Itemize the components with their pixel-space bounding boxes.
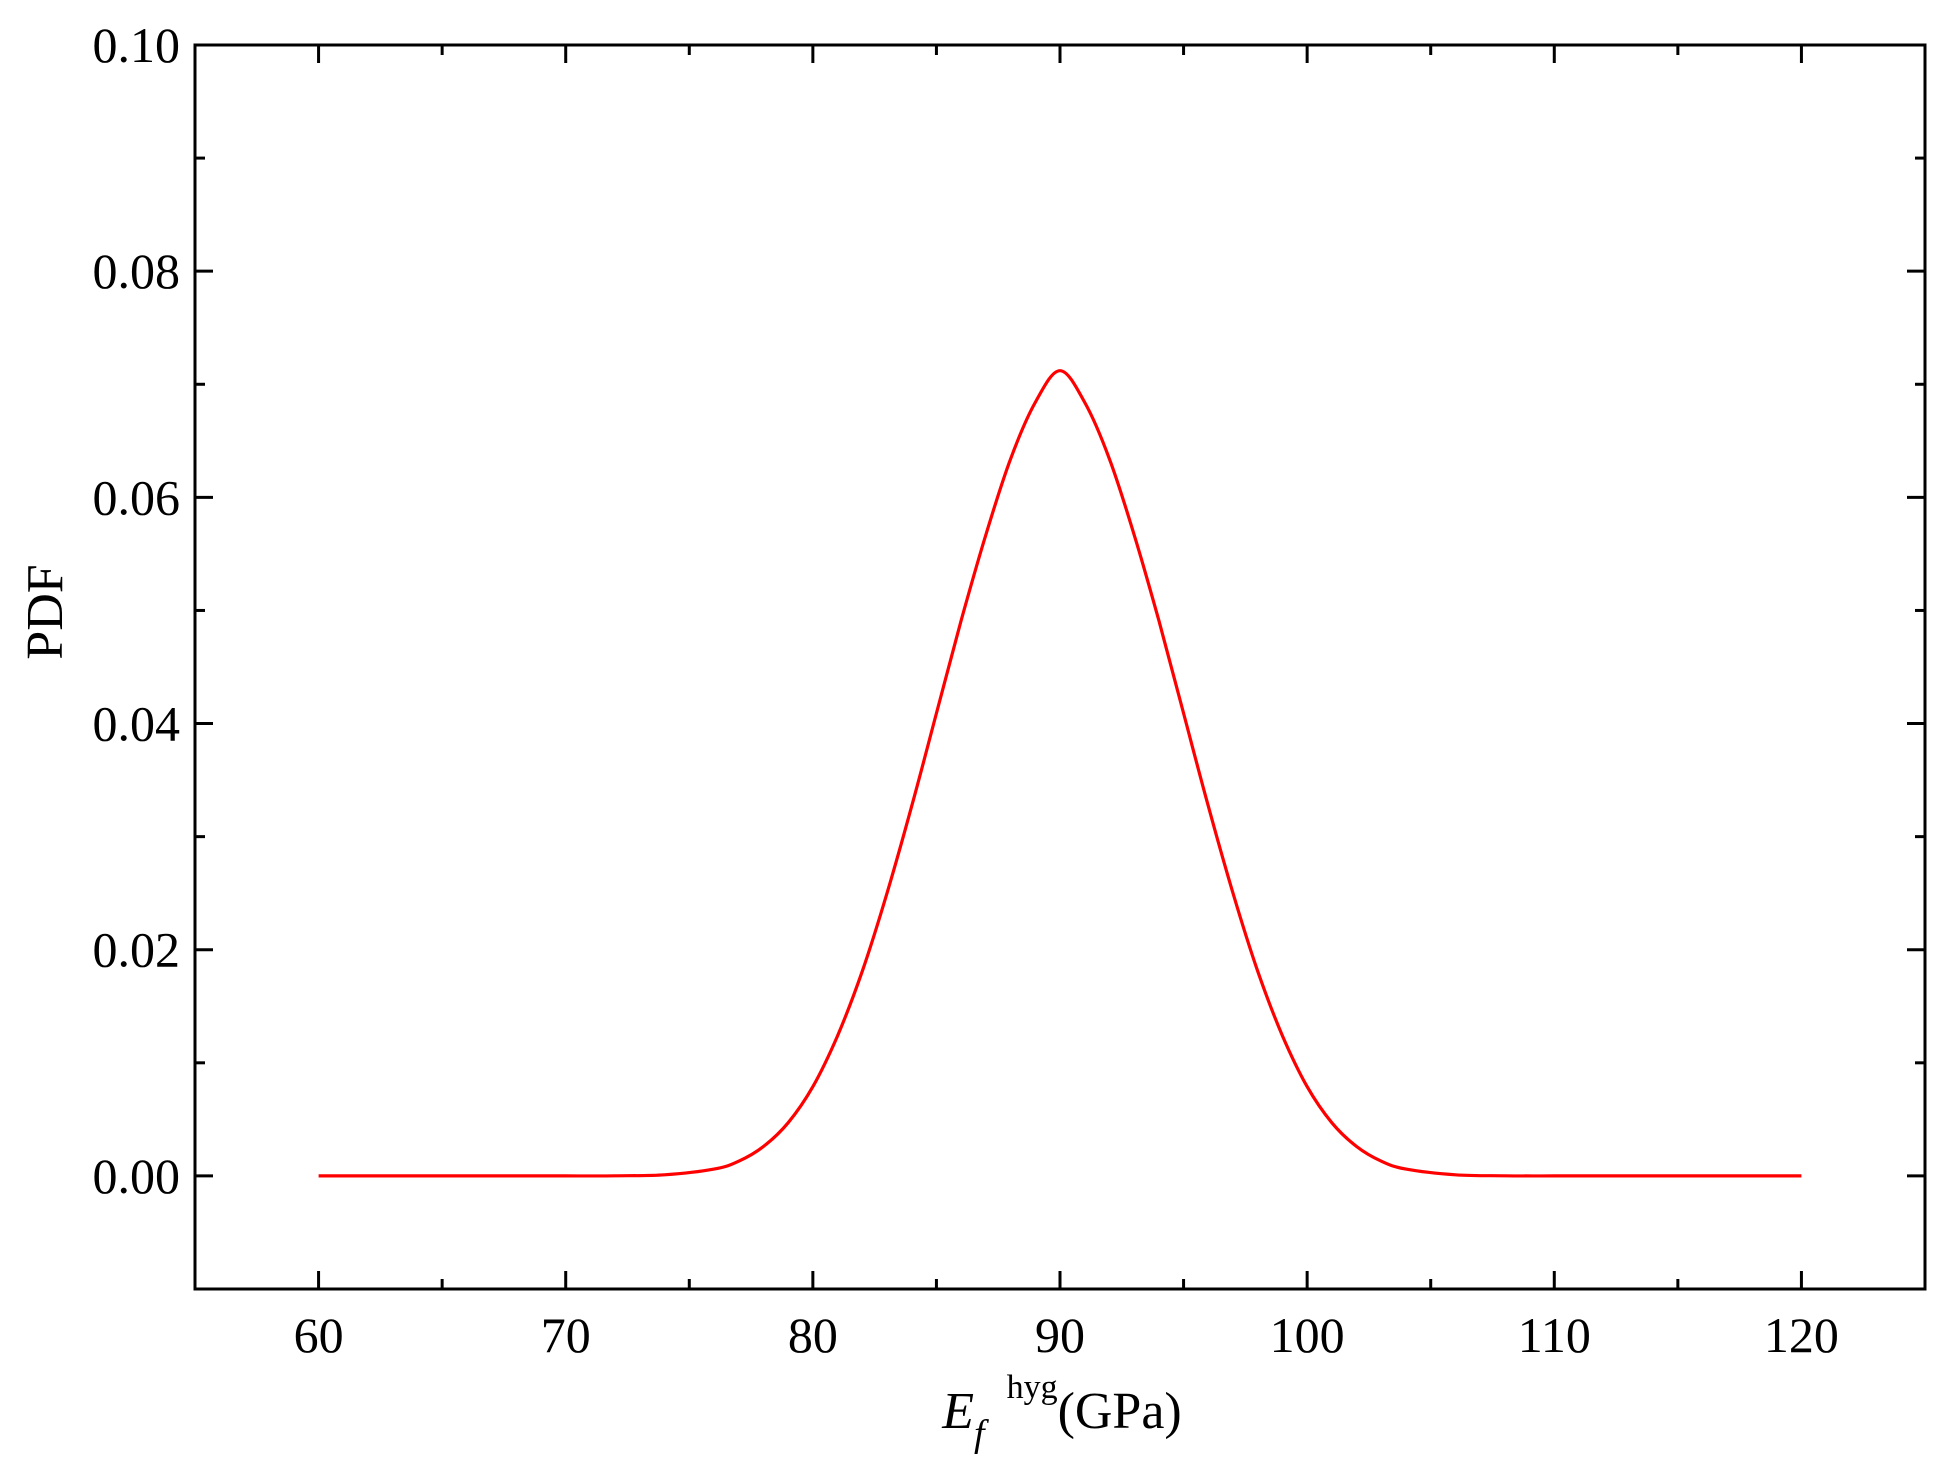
x-tick-label: 100	[1270, 1307, 1345, 1363]
y-axis-ticks	[195, 43, 1925, 1178]
x-axis-label-base: E	[941, 1383, 974, 1440]
x-axis-ticks	[317, 45, 1803, 1289]
x-tick-label: 90	[1035, 1307, 1085, 1363]
y-tick-label: 0.10	[93, 17, 181, 73]
y-axis-tick-labels: 0.00 0.02 0.04 0.06 0.08 0.10	[93, 17, 181, 1204]
x-tick-label: 80	[788, 1307, 838, 1363]
y-tick-label: 0.08	[93, 243, 181, 299]
x-tick-label: 70	[541, 1307, 591, 1363]
x-tick-label: 110	[1518, 1307, 1591, 1363]
x-axis-tick-labels: 60 70 80 90 100 110 120	[294, 1307, 1839, 1363]
x-axis-label-subscript: f	[974, 1413, 989, 1455]
pdf-curve	[318, 369, 1802, 1178]
plot-frame	[193, 43, 1927, 1291]
x-tick-label: 60	[294, 1307, 344, 1363]
y-tick-label: 0.00	[93, 1148, 181, 1204]
x-axis-label-unit: (GPa)	[1058, 1383, 1182, 1440]
y-tick-label: 0.06	[93, 469, 181, 525]
y-tick-label: 0.02	[93, 922, 181, 978]
x-axis-label: Efhyg(GPa)	[941, 1369, 1182, 1455]
y-axis-label: PDF	[17, 564, 74, 659]
y-tick-label: 0.04	[93, 696, 181, 752]
x-axis-label-superscript: hyg	[1007, 1369, 1058, 1406]
x-tick-label: 120	[1764, 1307, 1839, 1363]
